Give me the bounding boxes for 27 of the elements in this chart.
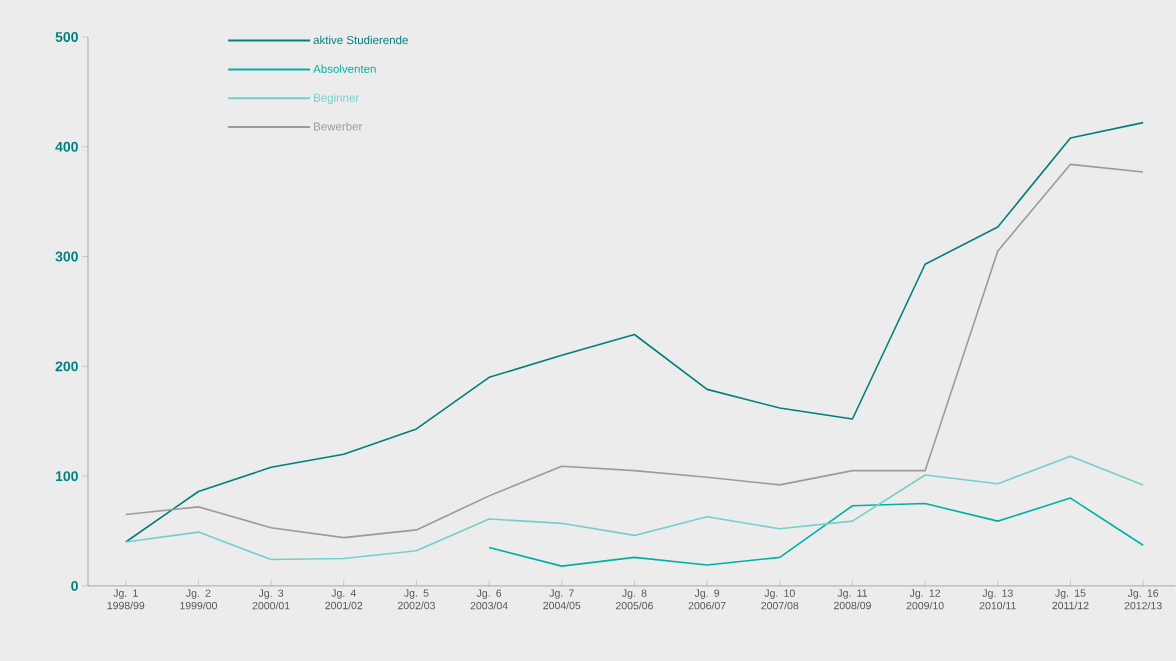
text: Bewerber — [314, 122, 363, 131]
x-tick-label: Jg. 5 2002/03 — [398, 589, 435, 610]
text: Beginner — [314, 93, 359, 105]
x-tick-label: Jg. 16 2012/13 — [1124, 589, 1162, 610]
x-tick-label: Jg. 13 2010/11 — [979, 589, 1016, 610]
text: Absolventen — [313, 64, 376, 73]
x-tick-label: Jg. 8 2005/06 — [616, 589, 653, 610]
y-tick-label: 300 — [55, 251, 78, 262]
x-tick-label: Jg. 1 1998/99 — [107, 589, 145, 610]
x-tick-label: Jg. 15 2011/12 — [1052, 589, 1089, 610]
y-tick-label: 400 — [55, 141, 78, 152]
x-tick-label: Jg. 11 2008/09 — [834, 589, 871, 610]
x-tick-label: Jg. 9 2006/07 — [688, 589, 726, 610]
x-tick-label: Jg. 3 2000/01 — [252, 589, 290, 610]
y-tick-label: 0 — [71, 580, 78, 591]
y-tick-label: 200 — [55, 361, 78, 372]
x-tick-label: Jg. 10 2007/08 — [761, 589, 799, 610]
x-tick-label: Jg. 7 2004/05 — [543, 589, 581, 610]
y-tick-label: 500 — [55, 32, 78, 42]
x-tick-label: Jg. 6 2003/04 — [470, 589, 508, 610]
x-tick-label: Jg. 4 2001/02 — [325, 589, 363, 610]
line-series — [488, 497, 1144, 567]
text: aktive Studierende — [313, 35, 408, 45]
x-tick-label: Jg. 2 1999/00 — [180, 589, 217, 610]
x-tick-label: Jg. 12 2009/10 — [906, 589, 944, 610]
y-tick-label: 100 — [55, 471, 78, 482]
line-series — [124, 455, 1144, 561]
